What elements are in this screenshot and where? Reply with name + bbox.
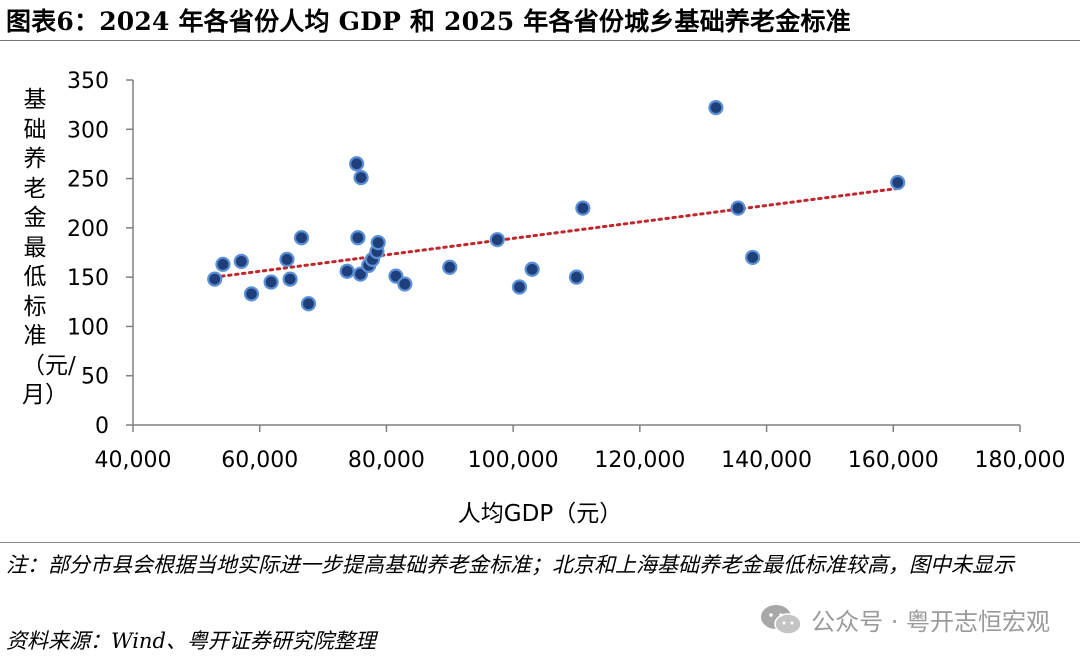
data-point — [339, 263, 355, 279]
scatter-chart: 0 50 100 150 200 250 300 350 40,000 60,000 80,000 1… — [67, 69, 1065, 473]
data-point — [370, 235, 386, 251]
y-tick-label: 300 — [67, 118, 109, 143]
data-point — [353, 169, 369, 186]
y-axis-label-wrap: 基础养老金最低标准（元/月） — [22, 86, 76, 466]
data-point — [524, 261, 540, 277]
data-point — [233, 253, 249, 269]
data-point — [575, 200, 591, 216]
y-tick-label: 0 — [95, 414, 109, 439]
data-point — [730, 200, 746, 216]
data-point — [489, 232, 505, 248]
figure-title: 图表6：2024 年各省份人均 GDP 和 2025 年各省份城乡基础养老金标准 — [6, 7, 851, 36]
trendline-group — [213, 186, 900, 279]
y-tick-label: 200 — [67, 217, 109, 242]
y-tick-label: 50 — [81, 365, 109, 390]
data-point — [282, 271, 298, 287]
watermark-text: 公众号 · 粤开志恒宏观 — [811, 608, 1050, 636]
wechat-icon — [761, 604, 802, 635]
footnote: 注：部分市县会根据当地实际进一步提高基础养老金标准；北京和上海基础养老金最低标准… — [6, 553, 1014, 577]
data-point — [397, 276, 413, 292]
data-point — [207, 271, 223, 287]
data-point — [263, 274, 279, 290]
watermark: 公众号 · 粤开志恒宏观 — [759, 602, 1050, 637]
data-point — [215, 256, 231, 272]
y-tick-label: 250 — [67, 168, 109, 193]
chart-axes: 0 50 100 150 200 250 300 350 40,000 60,000 80,000 1… — [67, 69, 1065, 473]
x-tick-label: 140,000 — [721, 448, 812, 473]
x-tick-label: 100,000 — [468, 448, 559, 473]
y-tick-label: 350 — [67, 69, 109, 94]
y-tick-label: 150 — [67, 266, 109, 291]
x-tick-label: 160,000 — [848, 448, 939, 473]
data-point — [349, 156, 365, 172]
x-tick-label: 80,000 — [348, 448, 425, 473]
footer-divider — [0, 542, 1080, 543]
x-tick-label: 180,000 — [975, 448, 1066, 473]
data-point — [293, 230, 310, 246]
title-divider — [0, 40, 1080, 41]
data-point — [279, 251, 295, 267]
data-point — [300, 296, 317, 312]
data-point — [745, 249, 761, 266]
data-point — [568, 269, 585, 285]
y-axis-label: 基础养老金最低标准（元/月） — [22, 87, 76, 408]
data-point — [708, 99, 724, 116]
x-tick-label: 40,000 — [95, 448, 172, 473]
points-group — [207, 99, 906, 312]
data-point — [243, 286, 260, 302]
data-point — [442, 259, 458, 275]
data-point — [350, 230, 366, 246]
x-tick-label: 60,000 — [221, 448, 298, 473]
data-point — [890, 174, 906, 191]
source-line: 资料来源：Wind、粤开证券研究院整理 — [6, 629, 376, 653]
data-point — [511, 279, 528, 295]
y-tick-label: 100 — [67, 315, 109, 340]
trendline — [213, 186, 900, 279]
x-tick-label: 120,000 — [594, 448, 685, 473]
x-axis-label: 人均GDP（元） — [457, 501, 623, 527]
